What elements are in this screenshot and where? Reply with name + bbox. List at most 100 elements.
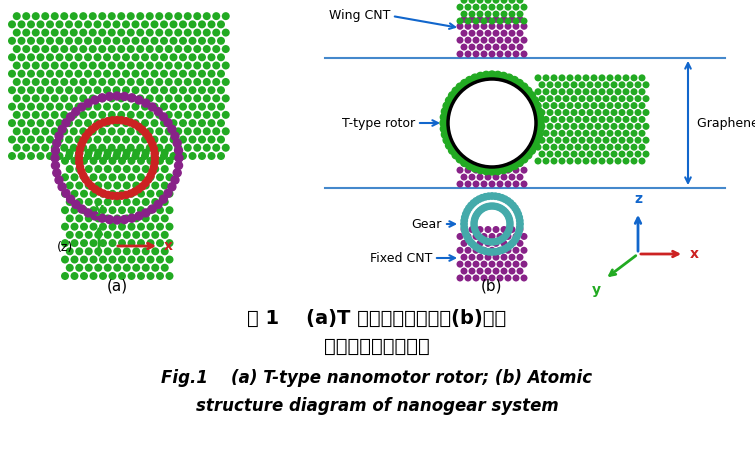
Circle shape — [630, 144, 637, 150]
Circle shape — [198, 152, 206, 160]
Circle shape — [488, 233, 495, 240]
Circle shape — [520, 233, 528, 240]
Circle shape — [94, 119, 101, 127]
Circle shape — [524, 151, 532, 159]
Circle shape — [76, 181, 83, 189]
Circle shape — [113, 117, 121, 123]
Circle shape — [189, 152, 196, 160]
Circle shape — [174, 78, 182, 86]
Circle shape — [42, 61, 49, 69]
Circle shape — [461, 146, 467, 153]
Circle shape — [505, 74, 513, 82]
Text: y: y — [592, 283, 601, 297]
Circle shape — [623, 88, 630, 95]
Circle shape — [497, 261, 504, 268]
Circle shape — [113, 165, 122, 173]
Circle shape — [123, 181, 131, 189]
Circle shape — [507, 221, 513, 227]
Circle shape — [473, 275, 479, 281]
Circle shape — [590, 158, 597, 165]
Circle shape — [165, 173, 174, 181]
Circle shape — [174, 144, 182, 152]
Circle shape — [554, 95, 562, 102]
Circle shape — [94, 264, 102, 272]
Circle shape — [32, 12, 40, 20]
Circle shape — [476, 196, 482, 202]
Circle shape — [99, 206, 107, 214]
Circle shape — [168, 125, 176, 133]
Circle shape — [89, 61, 97, 69]
Circle shape — [507, 225, 513, 231]
Circle shape — [161, 198, 169, 206]
Circle shape — [222, 78, 230, 86]
Circle shape — [84, 37, 92, 45]
Circle shape — [583, 130, 590, 137]
Circle shape — [505, 164, 513, 172]
Circle shape — [440, 119, 448, 127]
Circle shape — [501, 30, 507, 37]
Circle shape — [70, 256, 79, 264]
Circle shape — [94, 248, 102, 255]
Circle shape — [464, 23, 472, 30]
Circle shape — [65, 103, 73, 110]
Circle shape — [109, 173, 116, 181]
Circle shape — [476, 10, 483, 18]
Circle shape — [122, 191, 130, 198]
Circle shape — [466, 205, 472, 211]
Circle shape — [578, 95, 585, 102]
Circle shape — [103, 231, 112, 239]
Circle shape — [466, 161, 473, 169]
Circle shape — [108, 78, 116, 86]
Circle shape — [513, 50, 519, 58]
Circle shape — [139, 126, 146, 133]
Circle shape — [112, 152, 121, 160]
Circle shape — [583, 74, 590, 81]
Circle shape — [476, 72, 485, 80]
Circle shape — [156, 61, 163, 69]
Circle shape — [128, 94, 136, 102]
Circle shape — [457, 247, 464, 254]
Circle shape — [90, 173, 97, 181]
Circle shape — [151, 159, 159, 166]
Circle shape — [442, 108, 449, 116]
Circle shape — [488, 249, 495, 255]
Circle shape — [485, 146, 492, 153]
Circle shape — [461, 160, 467, 167]
Circle shape — [520, 275, 528, 281]
Circle shape — [471, 223, 477, 229]
Circle shape — [499, 247, 505, 253]
Circle shape — [98, 61, 106, 69]
Circle shape — [543, 88, 550, 95]
Circle shape — [46, 53, 54, 61]
Circle shape — [547, 123, 553, 130]
Circle shape — [69, 12, 78, 20]
Circle shape — [146, 173, 155, 181]
Circle shape — [36, 119, 45, 127]
Circle shape — [85, 99, 92, 107]
Circle shape — [55, 176, 63, 184]
Circle shape — [150, 152, 159, 160]
Circle shape — [22, 127, 30, 135]
Circle shape — [27, 152, 35, 160]
Circle shape — [554, 137, 562, 144]
Circle shape — [473, 4, 479, 10]
Circle shape — [89, 29, 97, 37]
Circle shape — [535, 74, 541, 81]
Circle shape — [513, 234, 520, 240]
Circle shape — [85, 165, 93, 173]
Circle shape — [634, 109, 642, 116]
Circle shape — [70, 190, 79, 198]
Circle shape — [643, 123, 649, 130]
Circle shape — [501, 10, 507, 18]
Circle shape — [51, 147, 60, 155]
Circle shape — [476, 174, 483, 180]
Circle shape — [117, 61, 125, 69]
Circle shape — [179, 86, 187, 94]
Circle shape — [156, 111, 163, 119]
Circle shape — [457, 233, 464, 240]
Circle shape — [482, 167, 490, 175]
Circle shape — [533, 136, 541, 144]
Circle shape — [109, 157, 116, 165]
Circle shape — [639, 130, 646, 137]
Circle shape — [501, 44, 507, 50]
